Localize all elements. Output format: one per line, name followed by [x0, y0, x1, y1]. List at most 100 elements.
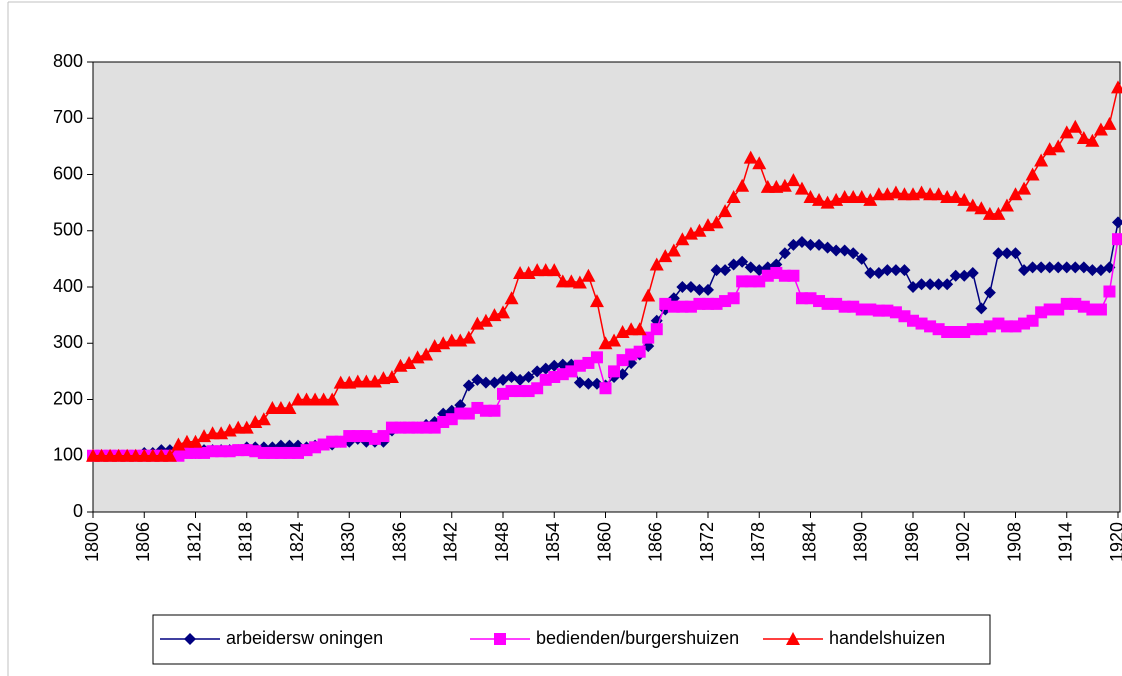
data-point: [924, 278, 937, 291]
data-point: [1043, 261, 1056, 274]
data-point: [522, 371, 535, 383]
data-point: [1085, 133, 1100, 147]
data-point: [479, 376, 492, 389]
data-point: [1069, 261, 1082, 274]
y-tick-label: 700: [53, 107, 83, 127]
data-point: [992, 247, 1005, 260]
data-point: [572, 275, 587, 289]
data-point: [1093, 122, 1108, 136]
x-tick-label: 1884: [799, 522, 819, 562]
legend: [152, 614, 991, 665]
data-point: [1026, 261, 1039, 274]
x-tick-label: 1824: [287, 522, 307, 562]
data-point: [966, 266, 979, 279]
data-point: [974, 201, 989, 215]
data-point: [162, 448, 177, 462]
data-point: [282, 400, 297, 414]
data-point: [718, 204, 733, 218]
data-point: [504, 291, 519, 305]
data-point: [736, 255, 749, 268]
data-point: [931, 187, 946, 201]
data-point: [1086, 264, 1099, 277]
data-point: [676, 281, 689, 293]
data-point: [888, 185, 903, 199]
y-tick-label: 600: [53, 163, 83, 183]
data-point: [743, 150, 758, 164]
data-point: [650, 323, 663, 336]
data-point: [1017, 181, 1032, 195]
data-point: [864, 266, 877, 279]
data-point: [991, 206, 1006, 220]
data-point: [847, 247, 860, 260]
data-point: [1025, 167, 1040, 181]
data-point: [649, 257, 664, 271]
x-tick-label: 1914: [1056, 522, 1076, 562]
x-tick-label: 1842: [441, 522, 461, 562]
data-point: [812, 192, 827, 206]
data-point: [384, 370, 399, 383]
data-point: [719, 264, 732, 277]
y-tick-label: 300: [53, 332, 83, 352]
data-point: [581, 268, 596, 282]
data-point: [589, 294, 604, 308]
y-tick-label: 200: [53, 388, 83, 408]
x-tick-label: 1800: [82, 522, 102, 562]
data-point: [599, 382, 612, 395]
data-point: [948, 190, 963, 203]
data-point: [1008, 187, 1023, 201]
data-point: [505, 385, 518, 398]
legend-label: arbeidersw oningen: [226, 628, 383, 648]
data-point: [582, 377, 595, 390]
data-point: [889, 264, 902, 277]
data-point: [1059, 125, 1074, 139]
data-point: [932, 278, 945, 291]
data-point: [488, 404, 501, 417]
data-point: [239, 420, 254, 434]
data-point: [1052, 261, 1065, 274]
data-point: [854, 190, 869, 203]
data-point: [794, 181, 809, 195]
data-point: [1094, 303, 1107, 316]
data-point: [941, 278, 954, 291]
data-point: [590, 351, 603, 364]
data-point: [803, 190, 818, 203]
data-point: [965, 198, 980, 212]
x-tick-label: 1878: [748, 522, 768, 562]
data-point: [1051, 139, 1066, 153]
y-tick-label: 0: [73, 501, 83, 521]
x-tick-label: 1902: [953, 522, 973, 562]
legend-label: handelshuizen: [829, 628, 945, 648]
data-point: [914, 185, 929, 199]
data-point: [256, 412, 271, 426]
data-point: [710, 264, 723, 277]
data-point: [778, 247, 791, 260]
data-point: [573, 376, 586, 389]
data-point: [752, 156, 767, 170]
x-tick-label: 1920: [1107, 522, 1122, 562]
y-tick-label: 500: [53, 220, 83, 240]
data-point: [702, 283, 714, 296]
data-point: [999, 198, 1014, 212]
data-point: [915, 278, 928, 291]
data-point: [949, 269, 962, 282]
x-tick-label: 1830: [338, 522, 358, 562]
data-point: [367, 374, 382, 388]
data-point: [881, 264, 894, 277]
data-point: [607, 333, 622, 347]
data-point: [957, 192, 972, 206]
data-point: [675, 232, 690, 246]
x-tick-label: 1866: [646, 522, 666, 562]
data-point: [1111, 80, 1122, 94]
data-point: [1112, 233, 1122, 246]
data-point: [666, 243, 681, 257]
data-point: [777, 178, 792, 192]
data-point: [1102, 116, 1117, 130]
data-point: [633, 345, 646, 358]
data-point: [804, 238, 817, 251]
legend-marker: [184, 633, 196, 645]
data-point: [496, 305, 510, 319]
data-point: [1000, 247, 1013, 260]
x-tick-label: 1812: [184, 522, 204, 562]
x-tick-label: 1818: [236, 522, 256, 562]
